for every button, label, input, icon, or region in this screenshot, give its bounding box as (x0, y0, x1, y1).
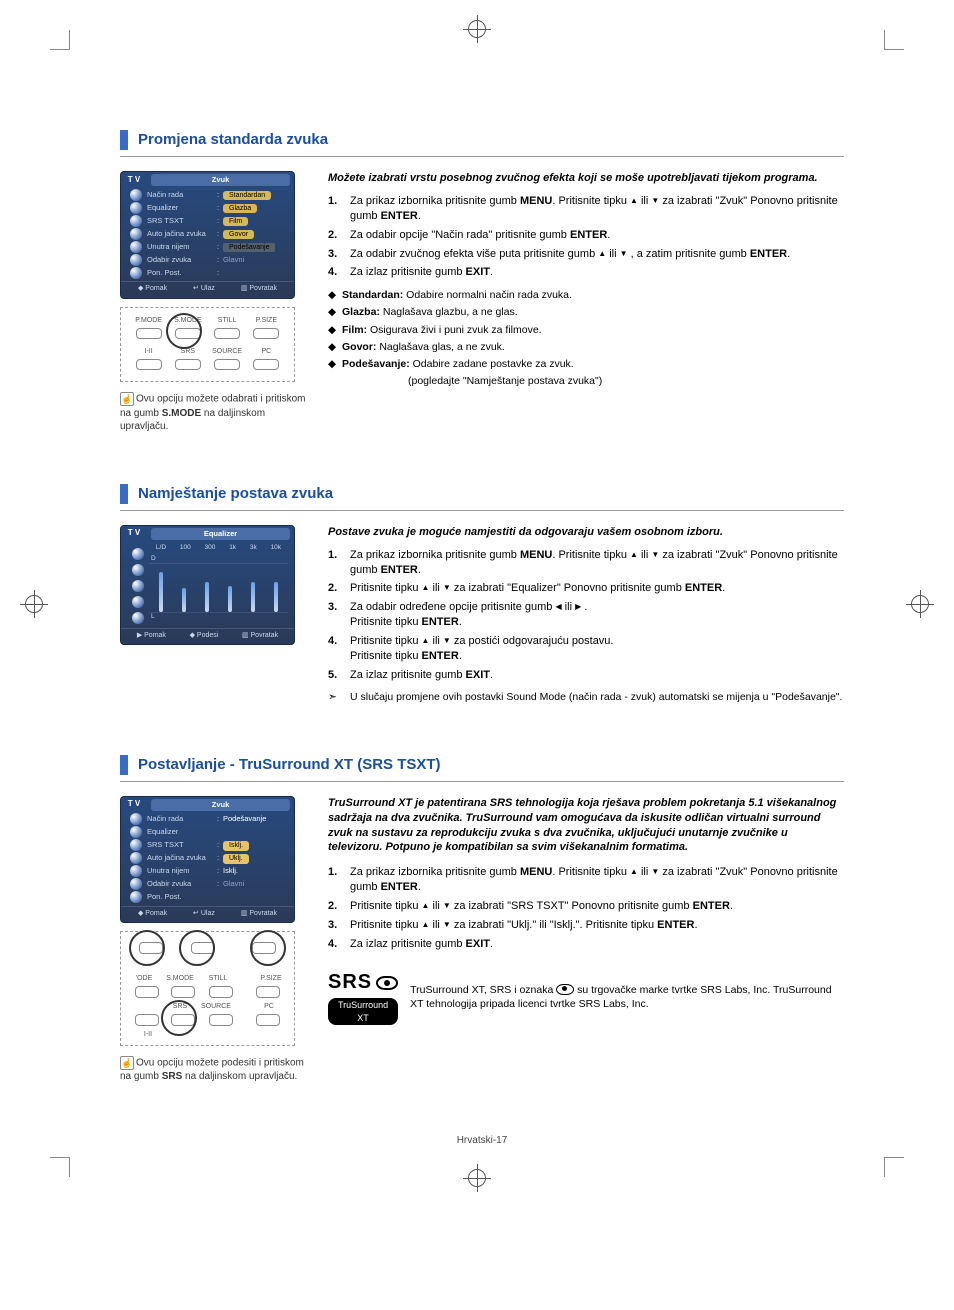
section-sound-standard: Promjena standarda zvuka T V Zvuk Način … (120, 130, 844, 434)
osd-icon (132, 564, 144, 576)
srs-eye-icon (376, 976, 398, 990)
hand-icon: ☝ (120, 392, 134, 406)
osd-header: Equalizer (151, 528, 290, 540)
section-srs-tsxt: Postavljanje - TruSurround XT (SRS TSXT)… (120, 755, 844, 1084)
remote-srs: 'ODE S.MODE STILL P.SIZE SRS SOURCE PC I… (120, 931, 295, 1046)
mode-descriptions: ◆Standardan: Odabire normalni način rada… (328, 288, 844, 371)
steps-list: 1.Za prikaz izbornika pritisnite gumb ME… (328, 548, 844, 683)
note: ➣U slučaju promjene ovih postavki Sound … (328, 690, 844, 704)
osd-tv-label: T V (121, 175, 147, 186)
divider (120, 156, 844, 157)
remote-smode: P.MODES.MODESTILLP.SIZE I-IISRSSOURCEPC (120, 307, 295, 383)
divider (120, 510, 844, 511)
divider (120, 781, 844, 782)
osd-icon (132, 596, 144, 608)
section-equalizer: Namještanje postava zvuka T V Equalizer (120, 484, 844, 705)
srs-logo-icon: SRS TruSurround XT (328, 969, 398, 1025)
section-title: Postavljanje - TruSurround XT (SRS TSXT) (120, 755, 844, 775)
osd-tv-label: T V (121, 528, 147, 539)
osd-icon (132, 580, 144, 592)
osd-header: Zvuk (151, 174, 290, 186)
hand-icon: ☝ (120, 1056, 134, 1070)
steps-list: 1.Za prikaz izbornika pritisnite gumb ME… (328, 194, 844, 280)
osd-tv-label: T V (121, 799, 147, 810)
section-title: Promjena standarda zvuka (120, 130, 844, 150)
steps-list: 1.Za prikaz izbornika pritisnite gumb ME… (328, 865, 844, 951)
page-number: Hrvatski-17 (120, 1134, 844, 1148)
osd-header: Zvuk (151, 799, 290, 811)
osd-zvuk-menu-srs: T V Zvuk Način rada:PodešavanjeEqualizer… (120, 796, 295, 923)
srs-legal-text: TruSurround XT, SRS i oznaka su trgovačk… (410, 983, 844, 1012)
intro-text: TruSurround XT je patentirana SRS tehnol… (328, 796, 844, 855)
srs-logo-text: SRS (328, 969, 372, 996)
intro-text: Možete izabrati vrstu posebnog zvučnog e… (328, 171, 844, 186)
intro-text: Postave zvuka je moguće namjestiti da od… (328, 525, 844, 540)
srs-trademark: SRS TruSurround XT TruSurround XT, SRS i… (328, 969, 844, 1025)
osd-zvuk-menu: T V Zvuk Način rada:StandardanEqualizer:… (120, 171, 295, 298)
section-title: Namještanje postava zvuka (120, 484, 844, 504)
osd-icon (132, 548, 144, 560)
hint-smode: ☝Ovu opciju možete odabrati i pritiskom … (120, 392, 310, 433)
note-indent: (pogledajte "Namještanje postava zvuka") (408, 374, 844, 388)
hint-srs: ☝Ovu opciju možete podesiti i pritiskom … (120, 1056, 310, 1084)
osd-icon (132, 612, 144, 624)
osd-equalizer: T V Equalizer L/D1003001k3k10k (120, 525, 295, 645)
trusurround-bar: TruSurround XT (328, 998, 398, 1024)
